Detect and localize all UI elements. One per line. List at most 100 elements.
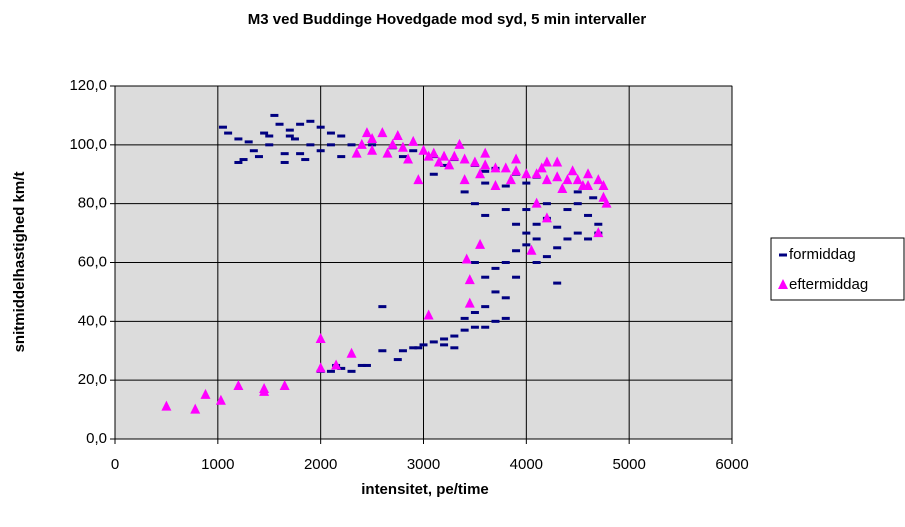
- point: [601, 197, 612, 208]
- point: [573, 231, 582, 235]
- point: [573, 190, 582, 194]
- point: [481, 325, 490, 329]
- point: [260, 131, 269, 135]
- point: [531, 197, 542, 208]
- point: [280, 160, 289, 164]
- legend-marker: [779, 253, 787, 257]
- point: [512, 275, 521, 279]
- point: [475, 168, 486, 179]
- point: [418, 144, 429, 155]
- point: [475, 238, 486, 249]
- point: [460, 328, 469, 332]
- y-tick-label: 100,0: [69, 136, 107, 153]
- point: [367, 144, 378, 155]
- point: [429, 340, 438, 344]
- chart-title: M3 ved Buddinge Hovedgade mod syd, 5 min…: [248, 11, 647, 28]
- point: [542, 202, 551, 206]
- point: [449, 150, 460, 161]
- point: [460, 190, 469, 194]
- point: [233, 380, 244, 391]
- point: [454, 138, 465, 149]
- point: [491, 266, 500, 270]
- point: [541, 212, 552, 223]
- point: [490, 162, 501, 173]
- point: [553, 246, 562, 250]
- y-tick-label: 0,0: [86, 430, 107, 447]
- point: [480, 159, 491, 170]
- point: [593, 174, 604, 185]
- point: [511, 153, 522, 164]
- point: [316, 125, 325, 129]
- point: [553, 225, 562, 229]
- point: [450, 346, 459, 350]
- point: [234, 137, 243, 141]
- legend-label: eftermiddag: [789, 276, 868, 293]
- y-tick-label: 60,0: [78, 253, 107, 270]
- point: [408, 135, 419, 146]
- point: [351, 147, 362, 158]
- point: [470, 261, 479, 264]
- point: [459, 153, 470, 164]
- point: [280, 152, 289, 156]
- point: [501, 208, 510, 212]
- point: [224, 131, 233, 135]
- point: [481, 275, 490, 279]
- point: [414, 346, 423, 350]
- point: [461, 253, 472, 264]
- point: [464, 297, 475, 308]
- point: [218, 125, 227, 129]
- point: [326, 131, 335, 135]
- point: [532, 261, 541, 264]
- point: [536, 162, 547, 173]
- point: [553, 281, 562, 285]
- point: [552, 171, 563, 182]
- point: [583, 168, 594, 179]
- point: [470, 325, 479, 329]
- point: [290, 137, 299, 141]
- point: [567, 165, 578, 176]
- point: [285, 134, 294, 138]
- point: [522, 208, 531, 212]
- point: [315, 332, 326, 343]
- point: [521, 168, 532, 179]
- point: [589, 196, 598, 200]
- point: [296, 152, 305, 156]
- point: [440, 343, 449, 347]
- point: [557, 182, 568, 193]
- point: [532, 222, 541, 226]
- point: [470, 311, 479, 315]
- point: [444, 159, 455, 170]
- point: [563, 208, 572, 212]
- point: [522, 231, 531, 235]
- point: [337, 366, 346, 370]
- point: [594, 222, 603, 226]
- point: [491, 290, 500, 294]
- point: [562, 174, 573, 185]
- point: [316, 149, 325, 153]
- point: [598, 180, 609, 191]
- point: [244, 140, 253, 144]
- point: [480, 147, 491, 158]
- point: [593, 227, 604, 238]
- point: [563, 237, 572, 241]
- point: [398, 349, 407, 353]
- point: [429, 172, 438, 176]
- point: [532, 237, 541, 241]
- x-tick-label: 6000: [715, 456, 748, 473]
- point: [347, 143, 356, 147]
- point: [275, 122, 284, 126]
- point: [326, 369, 335, 373]
- point: [200, 388, 211, 399]
- point: [522, 181, 531, 185]
- point: [356, 138, 367, 149]
- point: [315, 362, 326, 373]
- point: [459, 174, 470, 185]
- point: [393, 358, 402, 362]
- point: [409, 149, 418, 153]
- point: [469, 156, 480, 167]
- point: [259, 382, 270, 393]
- point: [450, 334, 459, 338]
- point: [501, 316, 510, 320]
- point: [481, 181, 490, 185]
